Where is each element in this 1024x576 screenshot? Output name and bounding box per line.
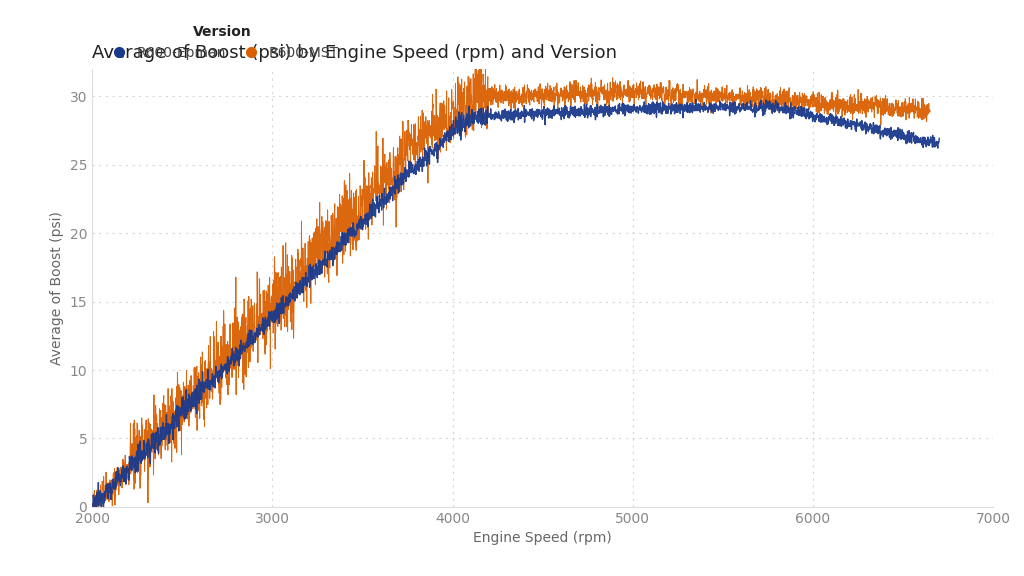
R600-MST xyxy=(924,107,936,114)
R600-MST xyxy=(389,172,401,179)
R600-MST xyxy=(584,88,596,95)
R600-Epman xyxy=(916,140,929,147)
Y-axis label: Average of Boost (psi): Average of Boost (psi) xyxy=(50,211,65,365)
R600-Epman xyxy=(447,127,460,134)
R600-Epman xyxy=(933,135,945,142)
Line: R600-Epman: R600-Epman xyxy=(92,100,939,507)
R600-Epman xyxy=(86,503,98,510)
R600-MST xyxy=(482,109,495,116)
R600-MST xyxy=(618,88,631,94)
R600-Epman xyxy=(825,116,838,123)
R600-MST xyxy=(86,499,98,506)
Legend: R600-Epman, R600-MST: R600-Epman, R600-MST xyxy=(99,19,345,65)
R600-Epman xyxy=(182,408,195,415)
R600-MST xyxy=(859,103,871,109)
R600-MST xyxy=(469,66,481,73)
R600-Epman xyxy=(232,355,245,362)
R600-MST xyxy=(261,328,273,335)
Line: R600-MST: R600-MST xyxy=(92,69,930,507)
R600-MST xyxy=(86,503,98,510)
R600-Epman xyxy=(689,96,701,103)
Text: Average of Boost (psi) by Engine Speed (rpm) and Version: Average of Boost (psi) by Engine Speed (… xyxy=(92,44,617,62)
X-axis label: Engine Speed (rpm): Engine Speed (rpm) xyxy=(473,531,612,545)
R600-Epman xyxy=(411,166,423,173)
